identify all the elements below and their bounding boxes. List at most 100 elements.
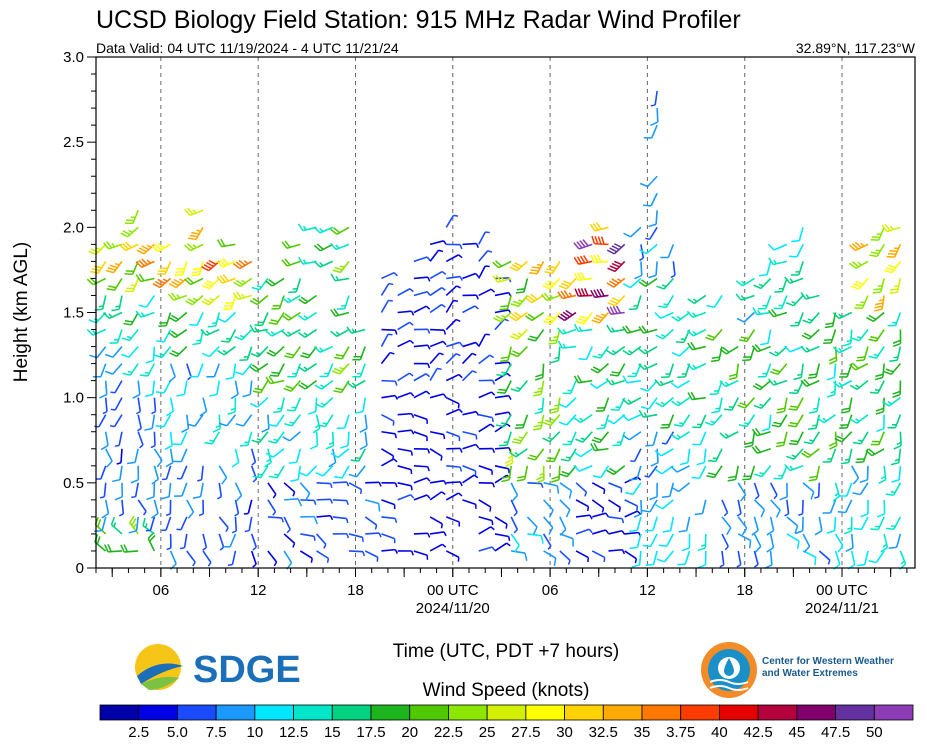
wind-barb: [129, 515, 139, 535]
wind-barb: [315, 465, 334, 477]
wind-barb: [267, 516, 284, 523]
wind-barb: [105, 260, 123, 274]
wind-barb: [527, 448, 545, 461]
wind-barb: [757, 295, 772, 310]
wind-barb: [630, 448, 642, 463]
wind-barb: [381, 394, 399, 400]
wind-barb: [661, 482, 675, 498]
wind-barb: [268, 414, 285, 428]
wind-barb: [776, 397, 788, 414]
wind-barb: [889, 346, 902, 363]
wind-barb: [100, 431, 109, 451]
wind-barb: [751, 445, 771, 454]
wind-barb: [752, 380, 772, 391]
wind-barb: [429, 286, 446, 297]
wind-barb: [645, 550, 658, 567]
wind-barb: [595, 397, 610, 412]
wind-barb: [114, 431, 123, 447]
wind-barb: [766, 533, 775, 553]
wind-barb: [288, 448, 302, 464]
wind-barb: [643, 192, 658, 207]
wind-barb: [834, 533, 844, 553]
x-tick-label-3: 00 UTC: [427, 582, 479, 599]
wind-barb: [807, 363, 821, 379]
wind-barb: [330, 273, 350, 282]
wind-barb: [283, 380, 301, 392]
wind-barb: [832, 345, 853, 354]
wind-barb: [381, 482, 398, 488]
wind-barb: [297, 362, 318, 373]
wind-barb: [446, 243, 463, 250]
wind-barb: [462, 341, 480, 348]
wind-barb: [890, 448, 902, 466]
wind-barb: [267, 499, 277, 516]
wind-barb: [124, 210, 139, 225]
wind-barb: [557, 309, 577, 322]
wind-barb: [775, 431, 788, 448]
wind-barb: [478, 333, 490, 347]
wind-barb: [803, 431, 820, 445]
wind-barb: [499, 295, 512, 311]
wind-barb: [786, 533, 800, 550]
wind-barb: [643, 124, 658, 139]
wind-barb: [622, 431, 642, 441]
wind-barb: [802, 482, 815, 500]
wind-barb: [138, 295, 156, 308]
wind-barb: [187, 414, 204, 427]
wind-barb: [413, 256, 431, 263]
wind-barb: [737, 397, 756, 409]
wind-barb: [478, 391, 496, 399]
wind-barb: [397, 482, 413, 491]
wind-barb: [629, 533, 642, 550]
colorbar-label-8: 22.5: [434, 724, 463, 741]
wind-barb: [816, 414, 836, 424]
wind-barb: [511, 550, 528, 561]
wind-barb: [297, 328, 318, 338]
wind-barb: [671, 311, 691, 322]
wind-barb: [158, 312, 172, 327]
wind-barb: [176, 465, 188, 480]
wind-barb: [165, 448, 174, 468]
wind-barb: [751, 344, 771, 353]
wind-barb: [874, 363, 885, 381]
wind-barb: [494, 394, 512, 401]
wind-barb: [283, 482, 296, 497]
wind-barb: [173, 448, 188, 463]
wind-barb: [591, 235, 609, 246]
wind-barb: [842, 329, 853, 347]
colorbar-label-4: 12.5: [279, 724, 308, 741]
wind-barb: [462, 242, 480, 248]
wind-barb: [217, 345, 236, 356]
wind-barb: [94, 414, 107, 428]
cw3e-wordmark: Center for Western Weather and Water Ext…: [762, 656, 894, 680]
wind-barb: [549, 397, 561, 414]
wind-barb: [218, 465, 228, 485]
wind-barb: [870, 227, 885, 241]
wind-barb: [235, 363, 253, 376]
wind-barb: [89, 346, 107, 359]
wind-barb: [558, 397, 577, 409]
wind-barb: [559, 499, 571, 518]
colorbar-swatch-3: [215, 704, 256, 721]
wind-barb: [252, 465, 269, 479]
wind-barb: [872, 278, 885, 294]
wind-barb: [267, 550, 278, 567]
wind-barb: [250, 448, 257, 466]
wind-barb: [496, 363, 512, 377]
wind-barb: [834, 431, 853, 443]
wind-barb: [492, 260, 512, 269]
wind-barb: [868, 550, 885, 564]
wind-barb: [711, 397, 723, 414]
wind-barb: [131, 482, 139, 499]
wind-barb: [656, 550, 674, 563]
wind-barb: [509, 328, 528, 340]
wind-barb: [542, 533, 552, 550]
wind-barb: [721, 516, 732, 536]
wind-barb: [869, 243, 885, 258]
wind-barb: [413, 305, 431, 314]
wind-barb: [793, 363, 804, 381]
wind-barb: [744, 431, 756, 448]
wind-barb: [494, 291, 512, 297]
wind-barb: [234, 482, 243, 502]
